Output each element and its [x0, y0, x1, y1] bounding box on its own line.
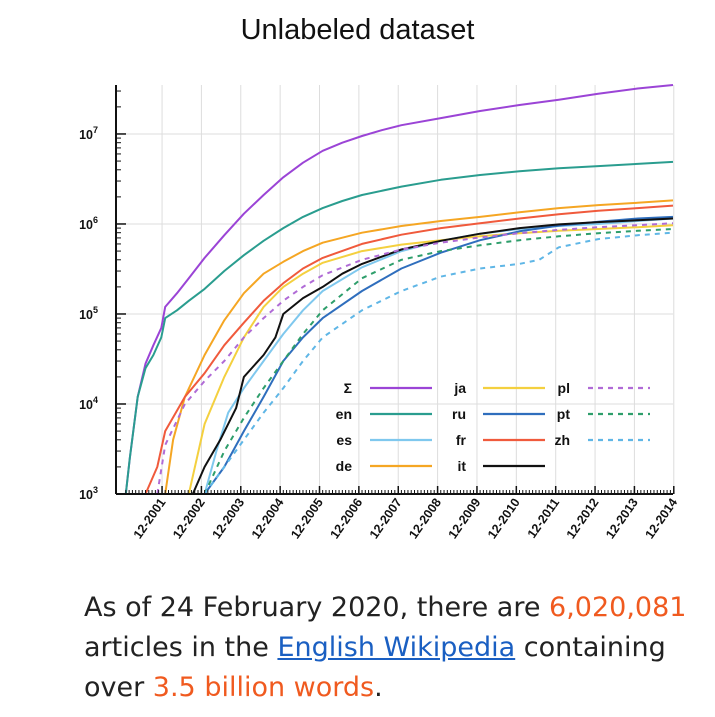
x-tick-label: 12-2013: [603, 496, 641, 542]
caption-text-3: containing over: [84, 632, 666, 703]
english-wikipedia-link[interactable]: English Wikipedia: [277, 632, 516, 663]
legend-label-ja: ja: [453, 380, 466, 396]
y-tick-label: 107: [79, 125, 98, 142]
caption-text-1: As of 24 February 2020, there are: [84, 592, 550, 623]
legend-label-pt: pt: [557, 406, 571, 422]
x-tick-label: 12-2008: [406, 496, 444, 542]
legend-label-en: en: [336, 406, 352, 422]
legend-label-Σ: Σ: [344, 380, 352, 396]
legend-label-it: it: [457, 458, 466, 474]
x-tick-label: 12-2003: [209, 496, 247, 542]
x-tick-label: 12-2001: [131, 496, 169, 542]
y-tick-label: 103: [79, 485, 98, 502]
chart-title: Unlabeled dataset: [240, 14, 475, 46]
series-line-it: [191, 217, 674, 495]
legend-label-zh: zh: [554, 432, 570, 448]
legend-label-ru: ru: [452, 406, 466, 422]
series-line-en: [124, 160, 674, 495]
y-tick-label: 106: [79, 215, 98, 232]
series-line-ru: [203, 215, 674, 495]
series-line-pt: [203, 228, 674, 495]
x-tick-label: 12-2009: [446, 496, 484, 542]
series-line-zh: [203, 231, 674, 495]
x-tick-label: 12-2012: [564, 496, 602, 542]
y-tick-label: 105: [79, 305, 98, 322]
legend: Σen es de ja ru fr it pl pt zh: [336, 380, 650, 474]
series-line-ja: [187, 224, 674, 495]
article-count: 6,020,081: [549, 592, 687, 623]
series-line-es: [203, 217, 674, 495]
series-line-de: [164, 199, 674, 495]
grid: [116, 85, 675, 495]
x-tick-label: 12-2004: [249, 496, 287, 542]
legend-label-pl: pl: [558, 380, 570, 396]
y-tick-label: 104: [79, 395, 98, 412]
caption: As of 24 February 2020, there are 6,020,…: [84, 588, 704, 708]
series-line-fr: [144, 204, 674, 495]
series-line-Σ: [124, 84, 674, 495]
x-tick-label: 12-2005: [288, 496, 326, 542]
x-tick-label: 12-2010: [485, 496, 523, 542]
x-tick-label: 12-2006: [328, 496, 366, 542]
x-tick-label: 12-2011: [525, 496, 562, 541]
series-lines: [124, 84, 674, 495]
caption-text-4: .: [374, 672, 383, 703]
series-line-pl: [156, 222, 674, 495]
legend-label-fr: fr: [456, 432, 467, 448]
x-tick-label: 12-2007: [367, 496, 405, 542]
wikipedia-growth-chart: 12-2001 12-2002 12-2003 12-2004 12-2005 12-20…: [79, 84, 680, 542]
caption-text-2: articles in the: [84, 632, 278, 663]
word-count: 3.5 billion words: [152, 672, 375, 703]
legend-label-es: es: [336, 432, 352, 448]
x-tick-label: 12-2002: [170, 496, 208, 542]
legend-label-de: de: [336, 458, 353, 474]
x-tick-label: 12-2014: [642, 496, 680, 542]
